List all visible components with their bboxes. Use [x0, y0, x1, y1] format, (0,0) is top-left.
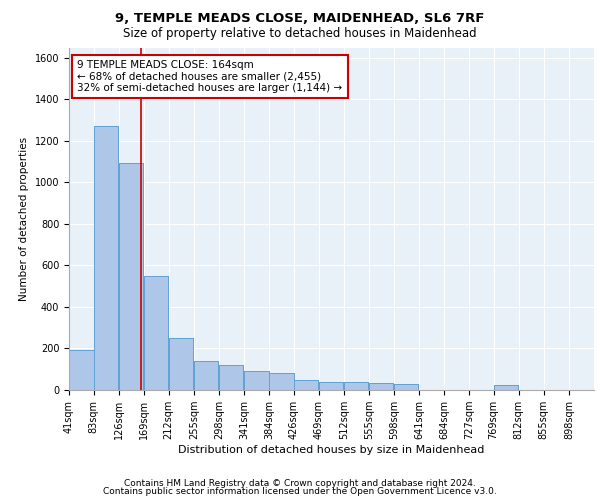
Bar — [369, 382, 394, 390]
Text: Contains public sector information licensed under the Open Government Licence v3: Contains public sector information licen… — [103, 487, 497, 496]
Bar — [169, 338, 193, 390]
Bar — [269, 374, 293, 390]
Bar — [319, 382, 343, 390]
Bar — [143, 276, 168, 390]
Bar — [94, 126, 118, 390]
Bar — [244, 372, 269, 390]
Bar — [219, 365, 244, 390]
Y-axis label: Number of detached properties: Number of detached properties — [19, 136, 29, 301]
Bar — [319, 382, 343, 390]
Bar — [219, 365, 244, 390]
Bar — [293, 380, 318, 390]
Bar — [244, 372, 269, 390]
Text: 9 TEMPLE MEADS CLOSE: 164sqm
← 68% of detached houses are smaller (2,455)
32% of: 9 TEMPLE MEADS CLOSE: 164sqm ← 68% of de… — [77, 60, 342, 93]
Bar — [394, 384, 418, 390]
Bar — [494, 385, 518, 390]
Bar — [194, 361, 218, 390]
Bar — [119, 162, 143, 390]
Bar — [94, 126, 118, 390]
X-axis label: Distribution of detached houses by size in Maidenhead: Distribution of detached houses by size … — [178, 445, 485, 455]
Bar — [194, 361, 218, 390]
Bar — [169, 338, 193, 390]
Bar — [119, 162, 143, 390]
Bar — [293, 380, 318, 390]
Bar — [69, 350, 94, 390]
Bar — [494, 385, 518, 390]
Bar — [344, 382, 368, 390]
Text: Contains HM Land Registry data © Crown copyright and database right 2024.: Contains HM Land Registry data © Crown c… — [124, 478, 476, 488]
Text: Size of property relative to detached houses in Maidenhead: Size of property relative to detached ho… — [123, 28, 477, 40]
Bar — [394, 384, 418, 390]
Bar — [344, 382, 368, 390]
Bar — [69, 350, 94, 390]
Bar — [143, 276, 168, 390]
Bar — [269, 374, 293, 390]
Text: 9, TEMPLE MEADS CLOSE, MAIDENHEAD, SL6 7RF: 9, TEMPLE MEADS CLOSE, MAIDENHEAD, SL6 7… — [115, 12, 485, 26]
Bar — [369, 382, 394, 390]
